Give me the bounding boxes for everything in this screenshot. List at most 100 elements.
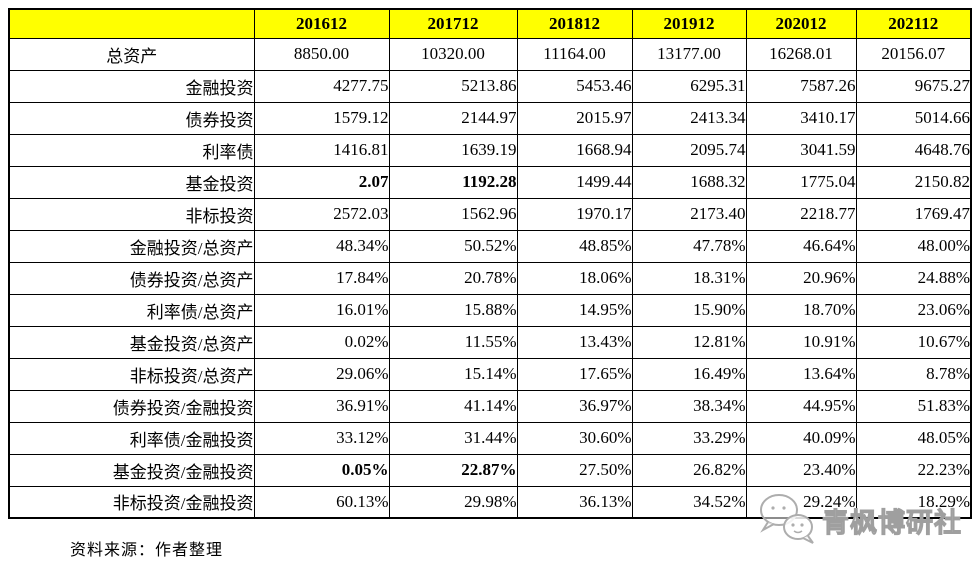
table-row: 债券投资/金融投资 36.91% 41.14% 36.97% 38.34% 44.95% 5…	[8, 389, 972, 423]
table-row: 总资产 8850.00 10320.00 11164.00 13177.00 16268.…	[8, 37, 972, 71]
value-cell: 15.90%	[631, 293, 747, 327]
year-header: 201812	[516, 8, 633, 39]
value-cell: 2413.34	[631, 101, 747, 135]
row-label: 利率债/总资产	[8, 293, 255, 327]
row-label: 债券投资/总资产	[8, 261, 255, 295]
value-cell: 13177.00	[631, 37, 747, 71]
table-row: 非标投资/总资产 29.06% 15.14% 17.65% 16.49% 13.64% 8.…	[8, 357, 972, 391]
row-label: 金融投资/总资产	[8, 229, 255, 263]
table-row: 利率债/金融投资 33.12% 31.44% 30.60% 33.29% 40.09% 48…	[8, 421, 972, 455]
value-cell: 5453.46	[516, 69, 633, 103]
year-header: 201712	[388, 8, 518, 39]
value-cell: 26.82%	[631, 453, 747, 487]
value-cell: 1668.94	[516, 133, 633, 167]
value-cell: 1769.47	[855, 197, 972, 231]
value-cell: 50.52%	[388, 229, 518, 263]
value-cell: 6295.31	[631, 69, 747, 103]
year-header: 202012	[745, 8, 857, 39]
value-cell: 1192.28	[388, 165, 518, 199]
value-cell: 22.87%	[388, 453, 518, 487]
value-cell: 2173.40	[631, 197, 747, 231]
value-cell: 2218.77	[745, 197, 857, 231]
row-label: 基金投资/金融投资	[8, 453, 255, 487]
value-cell: 2095.74	[631, 133, 747, 167]
row-label: 债券投资/金融投资	[8, 389, 255, 423]
table-row: 非标投资/金融投资 60.13% 29.98% 36.13% 34.52% 29.24% 1…	[8, 485, 972, 519]
value-cell: 36.97%	[516, 389, 633, 423]
value-cell: 13.43%	[516, 325, 633, 359]
row-label: 总资产	[8, 37, 255, 71]
value-cell: 29.24%	[745, 485, 857, 519]
value-cell: 2150.82	[855, 165, 972, 199]
value-cell: 36.91%	[253, 389, 390, 423]
value-cell: 11.55%	[388, 325, 518, 359]
source-note: 资料来源：作者整理	[70, 542, 224, 559]
value-cell: 22.23%	[855, 453, 972, 487]
value-cell: 5014.66	[855, 101, 972, 135]
table-row: 非标投资 2572.03 1562.96 1970.17 2173.40 2218.77 1…	[8, 197, 972, 231]
value-cell: 17.84%	[253, 261, 390, 295]
value-cell: 11164.00	[516, 37, 633, 71]
value-cell: 1775.04	[745, 165, 857, 199]
value-cell: 31.44%	[388, 421, 518, 455]
value-cell: 14.95%	[516, 293, 633, 327]
value-cell: 23.06%	[855, 293, 972, 327]
value-cell: 29.98%	[388, 485, 518, 519]
value-cell: 48.85%	[516, 229, 633, 263]
value-cell: 18.70%	[745, 293, 857, 327]
value-cell: 30.60%	[516, 421, 633, 455]
value-cell: 38.34%	[631, 389, 747, 423]
value-cell: 8850.00	[253, 37, 390, 71]
value-cell: 7587.26	[745, 69, 857, 103]
table-row: 金融投资 4277.75 5213.86 5453.46 6295.31 7587.26 9…	[8, 69, 972, 103]
value-cell: 2144.97	[388, 101, 518, 135]
value-cell: 5213.86	[388, 69, 518, 103]
value-cell: 47.78%	[631, 229, 747, 263]
row-label: 非标投资/金融投资	[8, 485, 255, 519]
value-cell: 51.83%	[855, 389, 972, 423]
value-cell: 15.14%	[388, 357, 518, 391]
value-cell: 4277.75	[253, 69, 390, 103]
corner-cell	[8, 8, 255, 39]
row-label: 债券投资	[8, 101, 255, 135]
row-label: 利率债	[8, 133, 255, 167]
value-cell: 17.65%	[516, 357, 633, 391]
value-cell: 46.64%	[745, 229, 857, 263]
value-cell: 10320.00	[388, 37, 518, 71]
value-cell: 24.88%	[855, 261, 972, 295]
value-cell: 2015.97	[516, 101, 633, 135]
value-cell: 20.78%	[388, 261, 518, 295]
value-cell: 16.01%	[253, 293, 390, 327]
table-body: 总资产 8850.00 10320.00 11164.00 13177.00 16268.…	[8, 37, 972, 519]
value-cell: 3041.59	[745, 133, 857, 167]
value-cell: 34.52%	[631, 485, 747, 519]
table-row: 债券投资 1579.12 2144.97 2015.97 2413.34 3410.17 5…	[8, 101, 972, 135]
table-row: 利率债/总资产 16.01% 15.88% 14.95% 15.90% 18.70% 23.…	[8, 293, 972, 327]
value-cell: 0.02%	[253, 325, 390, 359]
value-cell: 44.95%	[745, 389, 857, 423]
value-cell: 18.29%	[855, 485, 972, 519]
value-cell: 1639.19	[388, 133, 518, 167]
value-cell: 27.50%	[516, 453, 633, 487]
value-cell: 10.67%	[855, 325, 972, 359]
value-cell: 29.06%	[253, 357, 390, 391]
value-cell: 16.49%	[631, 357, 747, 391]
value-cell: 15.88%	[388, 293, 518, 327]
year-header: 202112	[855, 8, 972, 39]
value-cell: 13.64%	[745, 357, 857, 391]
value-cell: 0.05%	[253, 453, 390, 487]
value-cell: 33.29%	[631, 421, 747, 455]
value-cell: 10.91%	[745, 325, 857, 359]
value-cell: 1499.44	[516, 165, 633, 199]
value-cell: 48.05%	[855, 421, 972, 455]
row-label: 金融投资	[8, 69, 255, 103]
table-row: 债券投资/总资产 17.84% 20.78% 18.06% 18.31% 20.96% 24…	[8, 261, 972, 295]
row-label: 非标投资/总资产	[8, 357, 255, 391]
value-cell: 1579.12	[253, 101, 390, 135]
value-cell: 16268.01	[745, 37, 857, 71]
year-header: 201912	[631, 8, 747, 39]
value-cell: 20156.07	[855, 37, 972, 71]
year-header: 201612	[253, 8, 390, 39]
row-label: 基金投资	[8, 165, 255, 199]
